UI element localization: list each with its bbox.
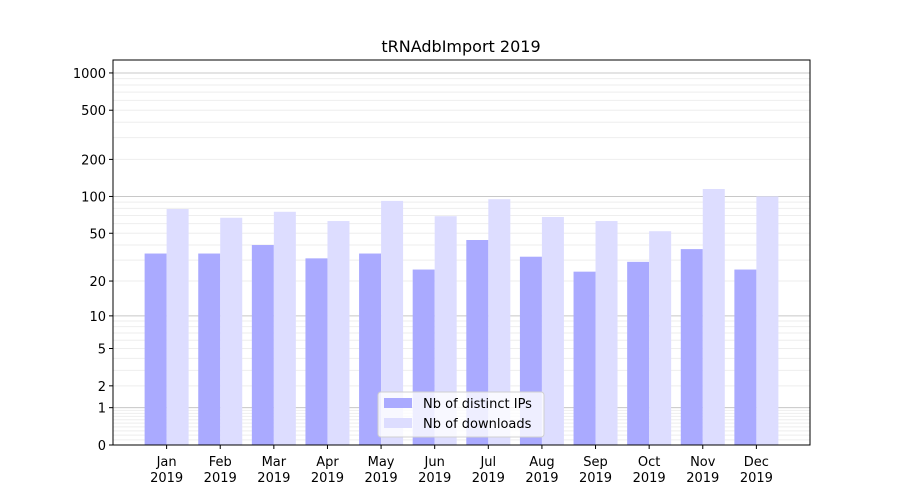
bar-downloads bbox=[756, 196, 779, 445]
x-tick-label: Nov 2019 bbox=[686, 455, 719, 486]
bar-downloads bbox=[595, 221, 618, 445]
y-tick-label: 20 bbox=[89, 275, 106, 290]
bar-downloads bbox=[327, 221, 350, 445]
bar-distinct-ips bbox=[573, 271, 596, 445]
legend-box bbox=[377, 391, 545, 438]
bar-distinct-ips bbox=[627, 261, 650, 445]
x-tick-label: Jan 2019 bbox=[150, 455, 183, 486]
y-tick-label: 10 bbox=[89, 310, 106, 325]
bar-downloads bbox=[541, 216, 564, 445]
x-tick-label: Jul 2019 bbox=[472, 455, 505, 486]
legend: Nb of distinct IPs Nb of downloads bbox=[377, 391, 545, 438]
bar-downloads bbox=[434, 216, 457, 445]
bar-distinct-ips bbox=[144, 253, 167, 445]
y-tick-label: 2 bbox=[98, 380, 106, 395]
y-tick-label: 500 bbox=[81, 104, 106, 119]
y-tick-label: 0 bbox=[98, 439, 106, 454]
bar-downloads bbox=[220, 217, 243, 445]
bar-downloads bbox=[649, 231, 672, 445]
plot-frame bbox=[112, 59, 811, 446]
x-tick-label: Jun 2019 bbox=[418, 455, 451, 486]
bar-distinct-ips bbox=[359, 253, 382, 445]
legend-label: Nb of downloads bbox=[423, 417, 532, 432]
y-tick-label: 200 bbox=[81, 153, 106, 168]
bar-distinct-ips bbox=[734, 269, 757, 445]
y-tick-label: 5 bbox=[98, 343, 106, 358]
x-tick-label: Sep 2019 bbox=[579, 455, 612, 486]
legend-swatch bbox=[384, 398, 412, 408]
y-tick-label: 50 bbox=[89, 227, 106, 242]
y-tick-label: 100 bbox=[81, 190, 106, 205]
legend-swatch bbox=[384, 418, 412, 428]
x-tick-label: Dec 2019 bbox=[740, 455, 773, 486]
bar-downloads bbox=[702, 189, 725, 445]
bar-downloads bbox=[381, 200, 404, 445]
y-tick-label: 1 bbox=[98, 402, 106, 417]
x-tick-label: May 2019 bbox=[365, 455, 398, 486]
y-tick-label: 1000 bbox=[73, 67, 106, 82]
legend-label: Nb of distinct IPs bbox=[423, 397, 532, 412]
bar-distinct-ips bbox=[251, 245, 274, 445]
chart-title: tRNAdbImport 2019 bbox=[381, 37, 540, 56]
x-tick-label: Mar 2019 bbox=[257, 455, 290, 486]
x-tick-label: Oct 2019 bbox=[633, 455, 666, 486]
x-tick-label: Aug 2019 bbox=[525, 455, 558, 486]
bar-downloads bbox=[273, 211, 296, 445]
bar-downloads bbox=[488, 199, 511, 445]
bar-distinct-ips bbox=[680, 249, 703, 445]
x-tick-label: Apr 2019 bbox=[311, 455, 344, 486]
bar-downloads bbox=[166, 209, 189, 445]
x-tick-label: Feb 2019 bbox=[204, 455, 237, 486]
bar-distinct-ips bbox=[198, 253, 221, 445]
bar-distinct-ips bbox=[305, 258, 328, 445]
